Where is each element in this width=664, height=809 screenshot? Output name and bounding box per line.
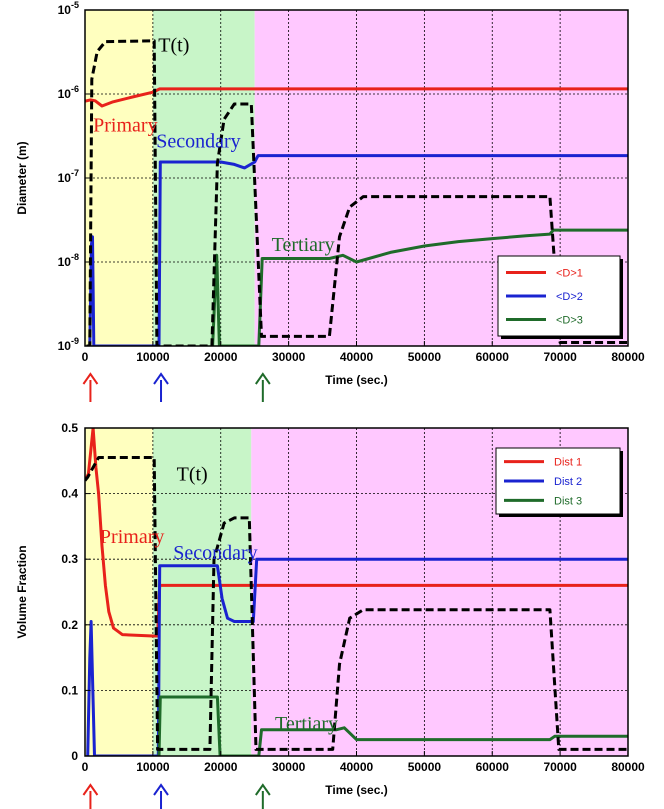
x-tick-label: 70000: [543, 350, 577, 364]
series-line-3: [157, 695, 628, 756]
zone-2: [152, 428, 252, 756]
x-tick-label: 50000: [408, 760, 442, 774]
legend-label: <D>1: [556, 267, 583, 279]
x-tick-label: 0: [82, 760, 89, 774]
y-axis-title: Volume Fraction: [15, 545, 29, 638]
stage-arrow-1: [82, 372, 99, 402]
x-tick-label: 60000: [476, 760, 510, 774]
legend-label: Dist 1: [554, 457, 582, 469]
stage-arrow-3: [255, 783, 271, 809]
annotation-2: Primary: [93, 114, 157, 136]
annotation-3: Secondary: [173, 542, 257, 564]
annotation-1: T(t): [177, 463, 208, 485]
series-line-2: [88, 154, 628, 346]
legend-label: Dist 3: [554, 495, 582, 507]
x-tick-label: 20000: [204, 350, 238, 364]
y-tick-label: 10-6: [58, 84, 79, 101]
x-tick-label: 10000: [136, 350, 170, 364]
x-tick-label: 80000: [611, 350, 645, 364]
x-tick-label: 60000: [476, 350, 510, 364]
x-tick-label: 30000: [272, 350, 306, 364]
y-tick-label: 10-9: [58, 336, 79, 353]
x-tick-label: 50000: [408, 350, 442, 364]
stage-arrow-2: [153, 372, 169, 402]
annotation-2: Primary: [100, 526, 164, 548]
annotation-4: Tertiary: [272, 234, 335, 256]
x-tick-label: 40000: [340, 760, 374, 774]
y-tick-label: 10-5: [58, 0, 79, 17]
y-tick-label: 0.4: [61, 487, 78, 501]
legend: <D>1 <D>2 <D>3: [497, 255, 623, 339]
x-tick-label: 30000: [272, 760, 306, 774]
y-tick-label: 0.1: [61, 683, 78, 697]
annotation-3: Secondary: [156, 131, 240, 153]
series-line-1: [85, 87, 628, 108]
stage-arrow-2: [153, 783, 169, 809]
x-axis-title: Time (sec.): [325, 783, 387, 797]
x-tick-label: 40000: [340, 350, 374, 364]
series-group: [85, 428, 628, 756]
zone-2: [152, 10, 255, 346]
series-line-2: [86, 557, 628, 756]
y-tick-label: 0.2: [61, 618, 78, 632]
stage-arrow-3: [255, 372, 271, 402]
x-tick-label: 70000: [543, 760, 577, 774]
legend-label: <D>3: [556, 315, 583, 327]
x-axis-title: Time (sec.): [325, 373, 387, 387]
y-tick-label: 0: [71, 749, 78, 763]
stage-arrow-1: [82, 783, 99, 809]
series-group: [85, 39, 628, 346]
series-line-3: [211, 228, 628, 346]
annotation-4: Tertiary: [275, 713, 338, 735]
temperature-curve: [85, 456, 628, 751]
series-line-1: [85, 428, 628, 638]
legend-label: Dist 2: [554, 476, 582, 488]
x-tick-label: 80000: [611, 760, 645, 774]
y-tick-label: 10-8: [58, 252, 79, 269]
x-tick-label: 10000: [136, 760, 170, 774]
legend-label: <D>2: [556, 291, 583, 303]
legend: Dist 1 Dist 2 Dist 3: [495, 447, 623, 517]
y-tick-label: 0.5: [61, 421, 78, 435]
temperature-curve: [86, 39, 628, 346]
chart-panel-2: T(t) Primary Secondary Tertiary 0 10000 20000 3…: [15, 421, 645, 809]
x-tick-label: 20000: [204, 760, 238, 774]
x-tick-label: 0: [82, 350, 89, 364]
y-axis-title: Diameter (m): [15, 141, 29, 214]
y-tick-label: 0.3: [61, 552, 78, 566]
y-tick-label: 10-7: [58, 168, 79, 185]
zone-1: [85, 428, 153, 756]
annotation-1: T(t): [158, 35, 189, 57]
